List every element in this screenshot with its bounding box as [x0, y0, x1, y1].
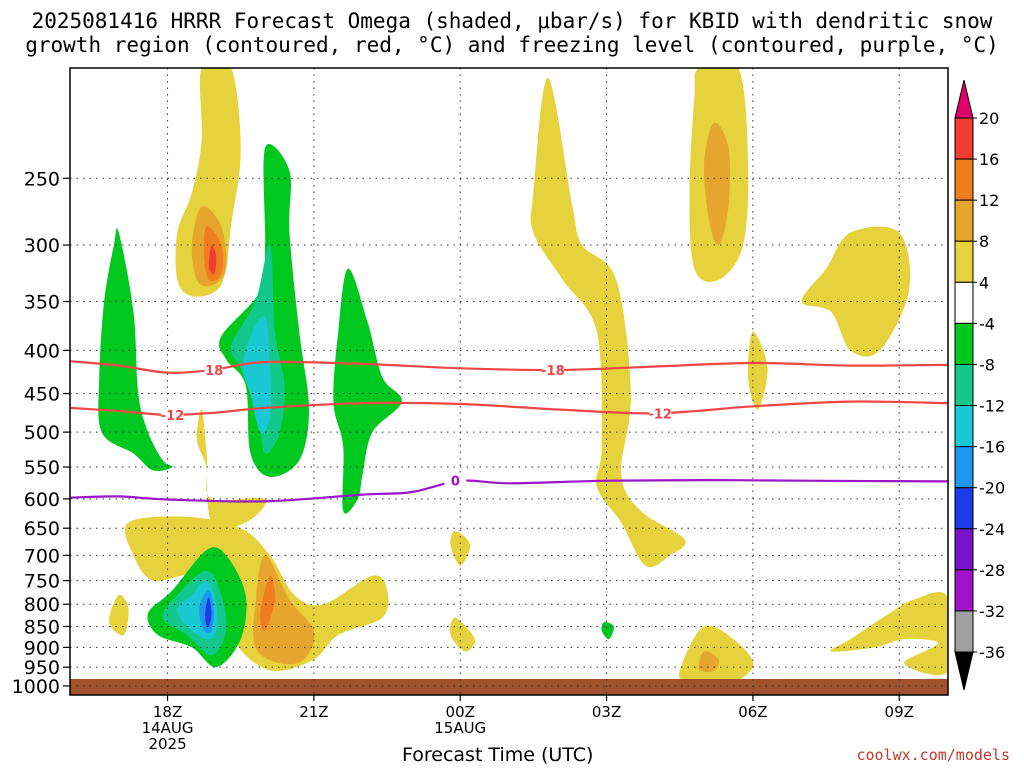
y-tick-label-950: 950 — [24, 657, 60, 679]
y-tick-label-300: 300 — [24, 235, 60, 257]
y-tick-label-850: 850 — [24, 616, 60, 638]
colorbar-label-8: 8 — [979, 232, 989, 251]
colorbar-box-1 — [954, 117, 974, 160]
y-tick-label-800: 800 — [24, 594, 60, 616]
contour-label-bg--18 — [200, 362, 223, 378]
contour-label-bg--18 — [541, 362, 564, 378]
ground-bar — [70, 679, 948, 695]
colorbar-label-20: 20 — [979, 109, 999, 128]
colorbar-label--16: -16 — [979, 438, 1005, 457]
x-axis-title: Forecast Time (UTC) — [402, 744, 594, 766]
colorbar-box-4 — [954, 240, 974, 283]
omega-region-4 — [747, 331, 768, 410]
colorbar-box-9 — [954, 446, 974, 489]
colorbar-bottom-triangle — [954, 651, 974, 691]
colorbar-box-5 — [954, 281, 974, 324]
x-tick-label-00Z: 00Z — [446, 703, 475, 721]
y-tick-label-750: 750 — [24, 571, 60, 593]
colorbar-box-3 — [954, 199, 974, 242]
colorbar-box-13 — [954, 610, 974, 653]
omega-region-4 — [449, 617, 476, 652]
x-tick-label-14AUG: 14AUG — [142, 719, 194, 737]
colorbar-top-triangle — [954, 79, 974, 119]
colorbar-label--20: -20 — [979, 479, 1005, 498]
temperature-contours: -18 -18 -12 -12 0 — [70, 360, 948, 503]
colorbar-label--36: -36 — [979, 643, 1005, 662]
colorbar-box-10 — [954, 487, 974, 530]
dotted-grid — [70, 68, 948, 695]
contour-label--18: -18 — [541, 364, 565, 379]
colorbar-label--32: -32 — [979, 602, 1005, 621]
omega-region-4 — [530, 77, 686, 568]
omega-region-8 — [703, 122, 731, 246]
pressure-axis: 2503003504004505005506006507007508008509… — [12, 168, 70, 698]
omega-region-16 — [208, 244, 217, 275]
y-tick-label-900: 900 — [24, 637, 60, 659]
colorbar-box-6 — [954, 322, 974, 365]
y-tick-label-400: 400 — [24, 340, 60, 362]
y-tick-label-350: 350 — [24, 291, 60, 313]
title-line-2: growth region (contoured, red, °C) and f… — [25, 33, 999, 57]
colorbar-box-12 — [954, 569, 974, 612]
x-tick-label-21Z: 21Z — [299, 703, 328, 721]
colorbar-label-16: 16 — [979, 150, 999, 169]
x-tick-label-15AUG: 15AUG — [434, 719, 486, 737]
omega-region-4 — [196, 409, 267, 529]
omega-region--4 — [333, 268, 402, 514]
site-credit: coolwx.com/models — [856, 746, 1010, 764]
contour-label-bg-0 — [444, 472, 467, 488]
colorbar-box-2 — [954, 158, 974, 201]
omega-shading — [98, 68, 948, 687]
contour-label--18: -18 — [200, 364, 224, 379]
contour-label-bg--12 — [161, 406, 184, 422]
colorbar-box-7 — [954, 363, 974, 407]
x-tick-label-09Z: 09Z — [885, 703, 914, 721]
colorbar-label--8: -8 — [979, 355, 995, 374]
colorbar-label-12: 12 — [979, 191, 999, 210]
contour-label-bg--12 — [649, 405, 672, 421]
plot-frame — [69, 67, 949, 696]
y-tick-label-250: 250 — [24, 168, 60, 190]
colorbar: 20 16 12 8 4 -4 -8 -12 -16 -20 -24 -28 -32 -36 — [954, 79, 1005, 691]
contour-label--12: -12 — [161, 409, 185, 424]
x-tick-label-2025: 2025 — [148, 735, 186, 753]
y-tick-label-650: 650 — [24, 518, 60, 540]
omega-region-4 — [108, 594, 129, 636]
omega-region--4 — [601, 621, 615, 640]
x-tick-label-18Z: 18Z — [153, 703, 182, 721]
title-line-1: 2025081416 HRRR Forecast Omega (shaded, … — [31, 9, 993, 33]
omega-region-4 — [830, 592, 948, 676]
contour--18 — [70, 360, 948, 374]
omega-region-4 — [679, 625, 754, 687]
contour-label-0: 0 — [451, 475, 460, 490]
contour-0 — [70, 478, 948, 503]
colorbar-label--4: -4 — [979, 314, 995, 333]
x-tick-label-06Z: 06Z — [738, 703, 767, 721]
omega-region-4 — [801, 226, 911, 357]
y-tick-label-1000: 1000 — [12, 676, 60, 698]
y-tick-label-700: 700 — [24, 545, 60, 567]
y-tick-label-550: 550 — [24, 457, 60, 479]
omega-region--4 — [98, 228, 173, 472]
colorbar-label--12: -12 — [979, 397, 1005, 416]
y-tick-label-600: 600 — [24, 489, 60, 511]
colorbar-label--24: -24 — [979, 520, 1005, 539]
colorbar-box-8 — [954, 405, 974, 448]
contour-label--12: -12 — [648, 407, 672, 422]
colorbar-box-11 — [954, 528, 974, 571]
omega-region-12 — [260, 575, 276, 632]
x-tick-label-03Z: 03Z — [592, 703, 621, 721]
contour--12 — [70, 400, 948, 417]
omega-region-4 — [450, 531, 471, 566]
colorbar-label-4: 4 — [979, 273, 989, 292]
colorbar-label--28: -28 — [979, 561, 1005, 580]
y-tick-label-500: 500 — [24, 422, 60, 444]
omega-region--12 — [243, 315, 271, 434]
y-tick-label-450: 450 — [24, 384, 60, 406]
